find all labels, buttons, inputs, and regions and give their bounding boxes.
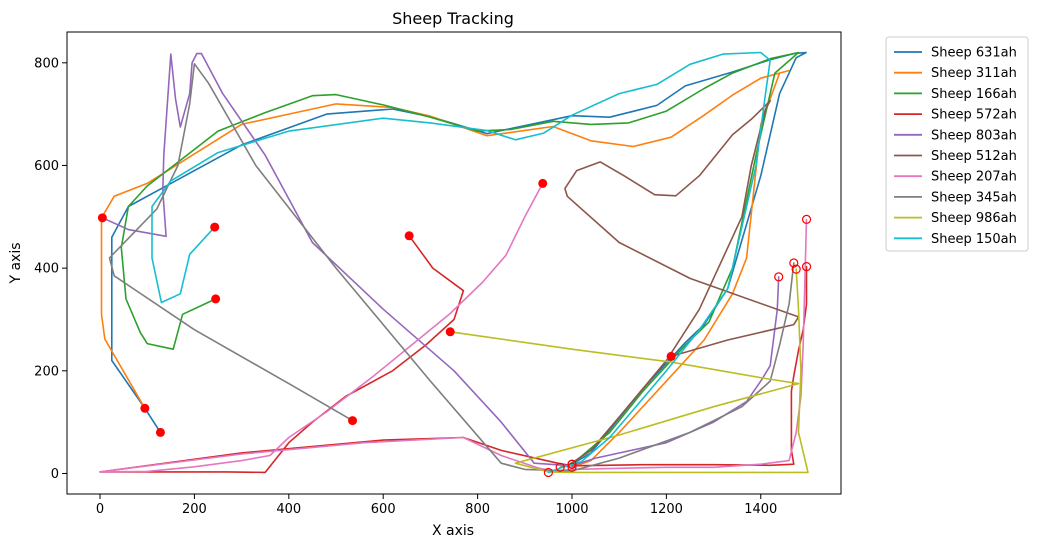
legend-label: Sheep 207ah — [931, 170, 1017, 185]
x-tick-label: 1000 — [555, 502, 588, 517]
end-marker — [801, 214, 812, 224]
y-tick-label: 800 — [34, 56, 59, 71]
x-tick-label: 1400 — [744, 502, 777, 517]
x-tick-label: 1200 — [650, 502, 683, 517]
endpoint-markers — [97, 178, 812, 478]
y-tick-label: 200 — [34, 364, 59, 379]
legend-label: Sheep 986ah — [931, 211, 1017, 226]
start-marker — [538, 178, 548, 188]
legend-label: Sheep 150ah — [931, 232, 1017, 247]
start-marker — [155, 427, 165, 437]
start-marker — [97, 213, 107, 223]
legend-label: Sheep 512ah — [931, 149, 1017, 164]
series-line — [100, 69, 790, 469]
x-tick-label: 200 — [182, 502, 207, 517]
series-line — [559, 100, 800, 469]
start-marker — [210, 222, 220, 232]
legend-label: Sheep 803ah — [931, 128, 1017, 143]
end-marker — [774, 272, 784, 282]
end-marker — [543, 467, 553, 478]
y-tick-label: 600 — [34, 159, 59, 174]
end-marker — [567, 459, 577, 469]
y-tick-label: 0 — [51, 467, 59, 482]
start-marker — [348, 416, 358, 426]
legend-label: Sheep 572ah — [931, 108, 1017, 123]
x-tick-label: 0 — [96, 502, 104, 517]
series-line — [108, 63, 795, 472]
end-marker — [555, 462, 565, 472]
chart-title: Sheep Tracking — [392, 9, 514, 28]
start-marker — [140, 403, 150, 413]
series-line — [99, 182, 808, 473]
legend-label: Sheep 311ah — [931, 66, 1017, 81]
start-marker — [211, 294, 221, 304]
end-marker — [789, 258, 799, 268]
legend-label: Sheep 166ah — [931, 87, 1017, 102]
x-tick-label: 800 — [465, 502, 490, 517]
axes: 0 200 400 600 800 1000 1200 1400 0 200 400 600 800 — [34, 56, 777, 517]
legend-label: Sheep 345ah — [931, 190, 1017, 205]
x-tick-label: 600 — [371, 502, 396, 517]
legend: Sheep 631ah Sheep 311ah Sheep 166ah Sheep 5… — [885, 36, 1029, 252]
start-marker — [404, 231, 414, 241]
start-marker — [666, 351, 676, 361]
y-axis-label: Y axis — [8, 242, 24, 284]
y-tick-label: 400 — [34, 262, 59, 277]
start-marker — [445, 327, 455, 337]
series-line — [151, 51, 771, 474]
series-lines — [99, 51, 809, 474]
x-axis-label: X axis — [432, 523, 474, 539]
plot-frame — [66, 31, 842, 495]
end-marker — [791, 264, 801, 274]
x-tick-label: 400 — [276, 502, 301, 517]
end-marker — [801, 261, 812, 272]
legend-label: Sheep 631ah — [931, 46, 1017, 61]
series-line — [99, 235, 808, 474]
end-marker — [567, 462, 577, 472]
